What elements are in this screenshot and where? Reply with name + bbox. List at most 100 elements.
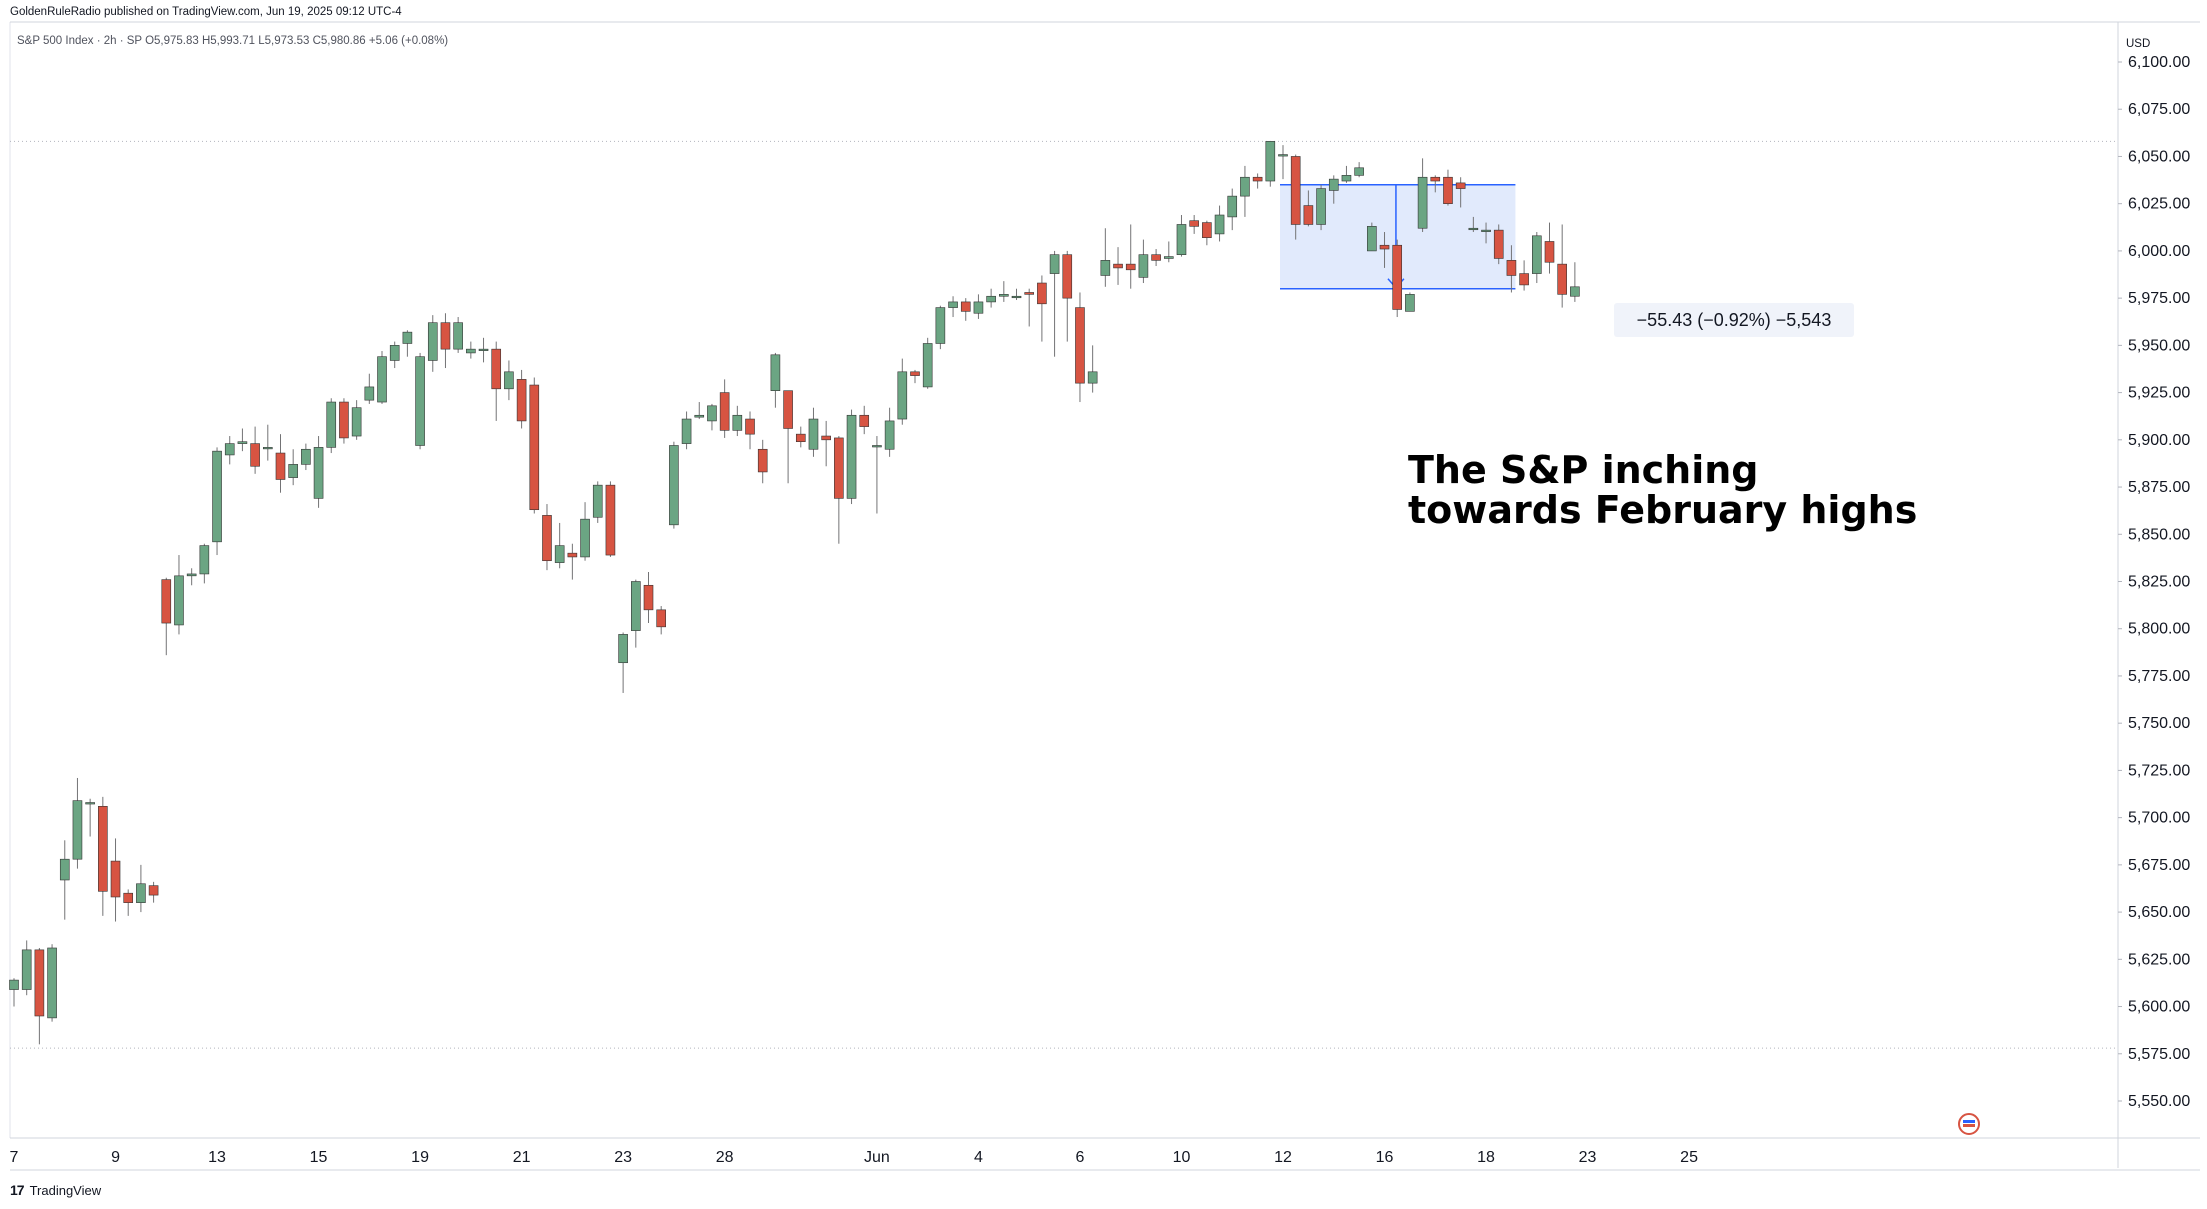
candle (301, 443, 311, 471)
candle-body (1138, 254, 1149, 278)
candle (631, 579, 641, 648)
x-tick-label: 23 (1579, 1149, 1597, 1166)
y-tick-label: 5,600.00 (2128, 999, 2190, 1016)
candle (770, 352, 781, 408)
candle-body (161, 579, 172, 624)
candle (529, 377, 540, 514)
candle-body (9, 979, 19, 990)
candle-body (186, 573, 197, 577)
candle-body (148, 885, 159, 896)
candle-body (478, 348, 489, 351)
candle (859, 405, 870, 435)
candle (262, 424, 273, 461)
candle-body (580, 518, 590, 558)
candle (783, 390, 793, 484)
x-tick-label: 21 (513, 1149, 531, 1166)
candle (1481, 222, 1491, 244)
candle-body (1354, 167, 1364, 176)
candle (1354, 162, 1364, 178)
flag-icon[interactable] (1958, 1113, 1980, 1135)
candle (656, 606, 666, 635)
publisher-text: GoldenRuleRadio published on TradingView… (10, 6, 402, 18)
candle (275, 434, 286, 493)
candle (1570, 262, 1580, 302)
candle-body (1316, 188, 1326, 225)
candle (440, 313, 451, 369)
candle (618, 632, 628, 693)
candle-body (808, 418, 819, 450)
candle (1163, 241, 1174, 263)
y-tick-label: 5,875.00 (2128, 479, 2190, 496)
candle-body (834, 437, 844, 499)
candle-body (466, 348, 476, 354)
candle (872, 436, 882, 514)
candle-body (1151, 254, 1161, 261)
chart-annotation[interactable]: The S&P inching towards February highs (1408, 450, 1917, 530)
candle (707, 403, 717, 431)
candle (1087, 345, 1098, 393)
candle-body (123, 892, 134, 903)
candle (478, 337, 489, 363)
candle (161, 577, 172, 656)
candle (808, 407, 819, 457)
annotation-line-2: towards February highs (1408, 488, 1918, 532)
candle (402, 330, 413, 357)
candle-body (1087, 371, 1098, 384)
candle-body (1024, 292, 1034, 295)
tradingview-logo[interactable]: 17 TradingView (10, 1182, 101, 1198)
candle-body (1455, 182, 1466, 189)
candle (1176, 215, 1187, 257)
candle-body (1125, 263, 1136, 271)
currency-label[interactable]: USD (2126, 38, 2151, 50)
candle (1493, 224, 1504, 265)
candle (1049, 250, 1060, 357)
candle (1532, 232, 1542, 284)
x-tick-label: 13 (208, 1149, 226, 1166)
candle-body (1214, 214, 1225, 235)
candle (174, 555, 184, 635)
candle-body (1265, 141, 1276, 182)
candle (34, 947, 45, 1045)
candle-body (973, 301, 984, 314)
candle (389, 341, 400, 369)
candle-body (770, 354, 781, 392)
x-tick-label: 15 (310, 1149, 328, 1166)
candle-body (1544, 241, 1555, 263)
candle (1392, 239, 1403, 318)
y-tick-label: 5,825.00 (2128, 574, 2190, 591)
candle (1405, 292, 1415, 312)
candle-body (326, 401, 337, 448)
candle (9, 978, 19, 1007)
candle (339, 398, 349, 444)
x-tick-label: 10 (1173, 1149, 1191, 1166)
candle-body (707, 405, 717, 422)
candle-body (592, 484, 603, 518)
candle (884, 407, 895, 457)
y-tick-label: 5,850.00 (2128, 526, 2190, 543)
y-tick-label: 6,050.00 (2128, 148, 2190, 165)
candle (72, 777, 83, 869)
candle-body (364, 386, 375, 401)
candle (960, 298, 971, 321)
x-tick-label: 16 (1376, 1149, 1394, 1166)
candle-body (1493, 229, 1504, 259)
tradingview-logo-text: TradingView (29, 1182, 102, 1198)
candle-body (1430, 176, 1441, 182)
x-tick-label: 23 (614, 1149, 632, 1166)
candle-body (351, 407, 362, 437)
candle (1024, 288, 1034, 327)
y-tick-label: 5,900.00 (2128, 432, 2190, 449)
y-tick-label: 6,100.00 (2128, 54, 2190, 71)
candle (313, 436, 324, 508)
candle-body (884, 420, 895, 450)
candle (516, 369, 527, 429)
candle (453, 317, 463, 353)
candle (910, 369, 920, 384)
candle-body (339, 401, 349, 439)
x-tick-label: 6 (1076, 1149, 1085, 1166)
candle (1341, 165, 1352, 183)
candle (897, 358, 908, 425)
symbol-ohlc-legend[interactable]: S&P 500 Index · 2h · SP O5,975.83 H5,993… (17, 35, 449, 47)
candle-body (732, 414, 743, 431)
